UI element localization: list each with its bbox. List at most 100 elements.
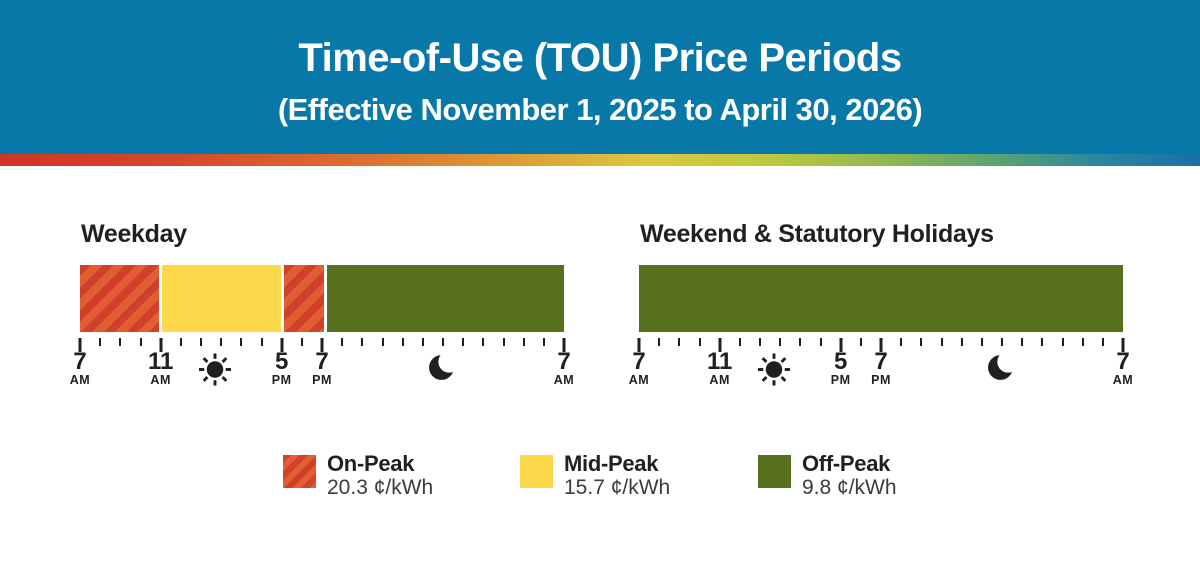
sun-icon-wrapper <box>198 352 233 392</box>
minor-tick <box>1081 338 1084 346</box>
minor-tick <box>401 338 404 346</box>
minor-tick <box>920 338 923 346</box>
minor-tick <box>678 338 681 346</box>
time-label-7am: 7 AM <box>553 348 575 387</box>
minor-tick <box>341 338 344 346</box>
minor-tick <box>99 338 102 346</box>
minor-tick <box>940 338 943 346</box>
minor-tick <box>1001 338 1003 346</box>
weekend-axis: 7 AM 11 AM 5 PM 7 PM 7 AM <box>629 348 1133 401</box>
minor-tick <box>1021 338 1024 346</box>
segment-on-peak <box>80 265 160 332</box>
time-label-7am: 7 AM <box>69 348 91 387</box>
time-label-11am: 11 AM <box>147 348 174 387</box>
sun-icon-wrapper <box>757 352 792 392</box>
minor-tick <box>381 338 384 346</box>
minor-tick <box>542 338 545 346</box>
minor-tick <box>960 338 963 346</box>
minor-tick <box>200 338 202 346</box>
time-label-7pm: 7 PM <box>312 348 332 387</box>
minor-tick <box>421 338 424 346</box>
header-banner: Time-of-Use (TOU) Price Periods (Effecti… <box>0 0 1200 154</box>
segment-off-peak <box>639 265 1123 332</box>
minor-tick <box>738 338 741 346</box>
weekend-bar <box>639 265 1123 332</box>
legend-rate: 15.7 ¢/kWh <box>564 476 671 499</box>
legend-label: On-Peak <box>327 451 415 476</box>
minor-tick <box>119 338 122 346</box>
major-tick <box>562 338 566 352</box>
minor-tick <box>361 338 364 346</box>
weekend-title: Weekend & Statutory Holidays <box>640 220 994 248</box>
minor-tick <box>260 338 263 346</box>
moon-icon <box>429 350 461 380</box>
time-label-7am: 7 AM <box>628 348 650 387</box>
sun-icon <box>199 353 232 386</box>
minor-tick <box>179 338 182 346</box>
legend-rate: 20.3 ¢/kWh <box>327 476 434 499</box>
major-tick <box>78 338 82 352</box>
time-label-7am: 7 AM <box>1112 348 1134 387</box>
off-peak-swatch <box>758 455 791 488</box>
weekday-timeline: Weekday 7 AM 11 AM 5 PM 7 PM 7 AM <box>70 220 574 405</box>
minor-tick <box>462 338 465 346</box>
segment-off-peak <box>326 265 564 332</box>
legend-rate: 9.8 ¢/kWh <box>802 476 897 499</box>
major-tick <box>320 338 324 352</box>
sun-icon <box>758 353 791 386</box>
minor-tick <box>139 338 142 346</box>
minor-tick <box>779 338 782 346</box>
weekend-ruler <box>637 338 1125 352</box>
minor-tick <box>442 338 444 346</box>
minor-tick <box>220 338 223 346</box>
legend-label: Off-Peak <box>802 451 891 476</box>
major-tick <box>839 338 843 352</box>
minor-tick <box>300 338 303 346</box>
on-peak-swatch <box>283 455 316 488</box>
major-tick <box>159 338 163 352</box>
minor-tick <box>980 338 983 346</box>
weekday-axis: 7 AM 11 AM 5 PM 7 PM 7 AM <box>70 348 574 401</box>
minor-tick <box>1041 338 1044 346</box>
major-tick <box>1121 338 1125 352</box>
minor-tick <box>759 338 761 346</box>
legend-item-on-peak: On-Peak 20.3 ¢/kWh <box>283 452 433 499</box>
moon-icon-wrapper <box>987 350 1020 388</box>
time-label-5pm: 5 PM <box>830 348 851 387</box>
minor-tick <box>799 338 802 346</box>
minor-tick <box>522 338 525 346</box>
legend-label: Mid-Peak <box>564 451 659 476</box>
minor-tick <box>502 338 505 346</box>
weekend-timeline: Weekend & Statutory Holidays 7 AM 11 AM 5 PM 7… <box>629 220 1133 405</box>
minor-tick <box>240 338 243 346</box>
time-label-5pm: 5 PM <box>271 348 292 387</box>
major-tick <box>637 338 641 352</box>
weekday-title: Weekday <box>81 220 187 248</box>
major-tick <box>718 338 722 352</box>
time-label-7pm: 7 PM <box>871 348 891 387</box>
moon-icon <box>988 350 1020 380</box>
major-tick <box>879 338 883 352</box>
minor-tick <box>698 338 701 346</box>
minor-tick <box>482 338 485 346</box>
time-label-11am: 11 AM <box>706 348 733 387</box>
minor-tick <box>859 338 862 346</box>
minor-tick <box>658 338 661 346</box>
legend-item-off-peak: Off-Peak 9.8 ¢/kWh <box>758 452 897 499</box>
page-subtitle: (Effective November 1, 2025 to April 30,… <box>277 92 923 127</box>
gradient-divider <box>0 154 1200 166</box>
page-title: Time-of-Use (TOU) Price Periods <box>298 36 902 80</box>
minor-tick <box>1101 338 1104 346</box>
major-tick <box>280 338 284 352</box>
segment-on-peak <box>283 265 324 332</box>
legend-item-mid-peak: Mid-Peak 15.7 ¢/kWh <box>520 452 670 499</box>
minor-tick <box>1061 338 1064 346</box>
weekday-ruler <box>78 338 566 352</box>
minor-tick <box>819 338 822 346</box>
minor-tick <box>900 338 903 346</box>
mid-peak-swatch <box>520 455 553 488</box>
moon-icon-wrapper <box>428 350 461 388</box>
weekday-bar <box>80 265 564 332</box>
segment-mid-peak <box>162 265 281 332</box>
